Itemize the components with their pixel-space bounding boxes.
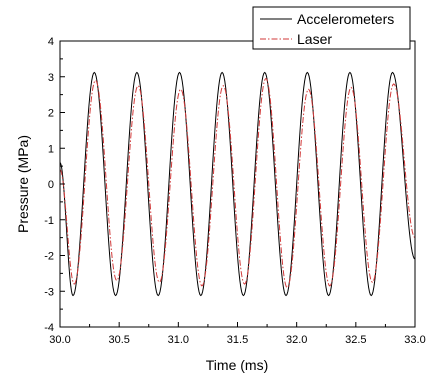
x-tick-label: 32.5 [345, 334, 366, 346]
legend-label-laser: Laser [297, 31, 332, 47]
y-tick-label: -2 [44, 251, 54, 263]
x-tick-label: 31.0 [168, 334, 189, 346]
legend: Accelerometers Laser [252, 6, 411, 50]
y-tick-label: 3 [48, 72, 54, 84]
x-axis-ticks: 30.0 30.5 31.0 31.5 32.0 32.5 33.0 [49, 322, 426, 346]
y-tick-label: -3 [44, 286, 54, 298]
y-tick-label: -1 [44, 215, 54, 227]
y-tick-label: 1 [48, 143, 54, 155]
y-tick-label: 0 [48, 179, 54, 191]
series-line-laser [59, 77, 416, 289]
legend-label-accelerometers: Accelerometers [297, 11, 394, 27]
x-tick-label: 33.0 [404, 334, 425, 346]
y-axis-label: Pressure (MPa) [15, 135, 31, 233]
x-axis-label: Time (ms) [206, 357, 268, 373]
series-line-accelerometers [59, 71, 416, 297]
y-tick-label: -4 [44, 322, 54, 334]
x-tick-label: 32.0 [286, 334, 307, 346]
y-axis-ticks: -4 -3 -2 -1 0 1 2 3 4 [44, 36, 65, 334]
x-tick-label: 30.0 [49, 334, 70, 346]
series-layer [59, 71, 416, 297]
y-tick-label: 2 [48, 108, 54, 120]
y-tick-label: 4 [48, 36, 54, 48]
x-tick-label: 31.5 [227, 334, 248, 346]
x-tick-label: 30.5 [108, 334, 129, 346]
legend-box [252, 6, 411, 50]
